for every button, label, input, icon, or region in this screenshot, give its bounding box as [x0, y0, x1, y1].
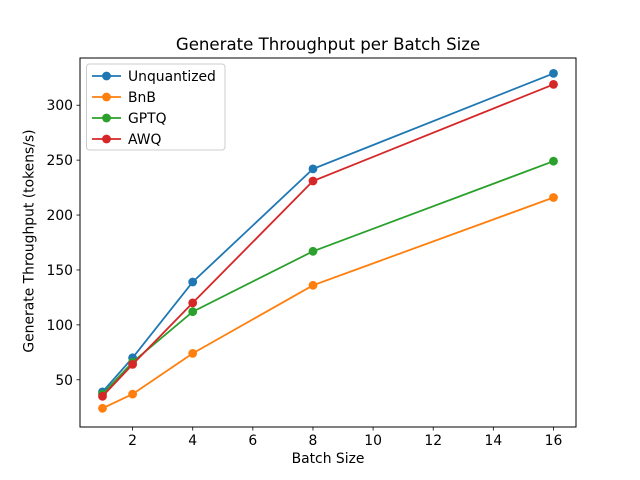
legend-entry: AWQ — [92, 132, 161, 148]
data-point-marker — [128, 360, 138, 369]
legend-entry: GPTQ — [92, 111, 167, 127]
legend-frame — [86, 63, 226, 151]
x-axis-tick-label: 2 — [128, 433, 137, 449]
x-axis-tick-label: 4 — [188, 433, 197, 449]
series-gptq — [98, 156, 558, 399]
y-axis-tick-label: 50 — [55, 373, 73, 389]
legend-entry: BnB — [92, 90, 156, 106]
legend-entry: Unquantized — [92, 69, 216, 85]
y-axis-tick-label: 300 — [46, 98, 73, 114]
x-axis-tick-label: 14 — [484, 433, 502, 449]
data-point-marker — [308, 246, 318, 256]
data-point-marker — [549, 80, 558, 89]
x-axis-tick-label: 12 — [424, 433, 442, 449]
legend-entry-label: Unquantized — [128, 69, 216, 85]
legend-marker-icon — [102, 71, 111, 81]
data-point-marker — [308, 280, 318, 290]
data-point-marker — [188, 349, 198, 358]
legend-marker-icon — [102, 113, 111, 123]
series-awq — [98, 80, 558, 401]
legend-marker-icon — [102, 134, 111, 144]
legend: Unquantized BnB GPTQ AWQ — [86, 63, 226, 151]
series-line — [101, 160, 554, 395]
x-axis-tick-label: 10 — [364, 433, 382, 449]
legend-marker-icon — [102, 92, 111, 102]
data-point-marker — [98, 403, 107, 413]
data-point-marker — [549, 156, 558, 166]
data-point-marker — [308, 164, 318, 174]
chart-title: Generate Throughput per Batch Size — [175, 35, 481, 54]
data-point-marker — [188, 298, 198, 308]
data-point-marker — [308, 176, 318, 186]
legend-entry-label: GPTQ — [128, 111, 167, 127]
series-line — [102, 196, 554, 410]
data-point-marker — [128, 389, 138, 399]
x-axis-label: Batch Size — [291, 451, 365, 467]
y-axis-tick-label: 250 — [46, 153, 73, 169]
x-axis-tick-label: 16 — [545, 433, 563, 449]
plot-frame — [79, 57, 577, 428]
data-point-marker — [188, 307, 198, 317]
series-bnb — [98, 193, 558, 413]
y-axis-label: Generate Throughput (tokens/s) — [21, 129, 37, 353]
y-axis-tick-label: 150 — [46, 263, 73, 279]
x-axis-tick-label: 6 — [248, 433, 257, 449]
legend-entry-label: AWQ — [128, 132, 161, 148]
y-axis-tick-label: 200 — [46, 208, 73, 224]
x-axis-tick-label: 8 — [309, 433, 318, 449]
data-point-marker — [549, 193, 558, 202]
data-point-marker — [549, 69, 558, 78]
data-point-marker — [98, 391, 107, 401]
data-point-marker — [188, 277, 198, 287]
y-axis-tick-label: 100 — [46, 318, 73, 334]
legend-entry-label: BnB — [128, 90, 156, 106]
